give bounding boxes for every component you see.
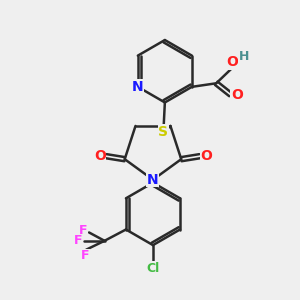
Text: N: N: [147, 173, 159, 187]
Text: F: F: [80, 249, 89, 262]
Text: Cl: Cl: [146, 262, 160, 275]
Text: H: H: [239, 50, 249, 63]
Text: O: O: [94, 149, 106, 163]
Text: F: F: [74, 234, 82, 247]
Text: O: O: [231, 88, 243, 102]
Text: O: O: [227, 56, 239, 70]
Text: O: O: [200, 149, 212, 163]
Text: F: F: [79, 224, 87, 238]
Text: N: N: [132, 80, 144, 94]
Text: S: S: [158, 125, 168, 139]
